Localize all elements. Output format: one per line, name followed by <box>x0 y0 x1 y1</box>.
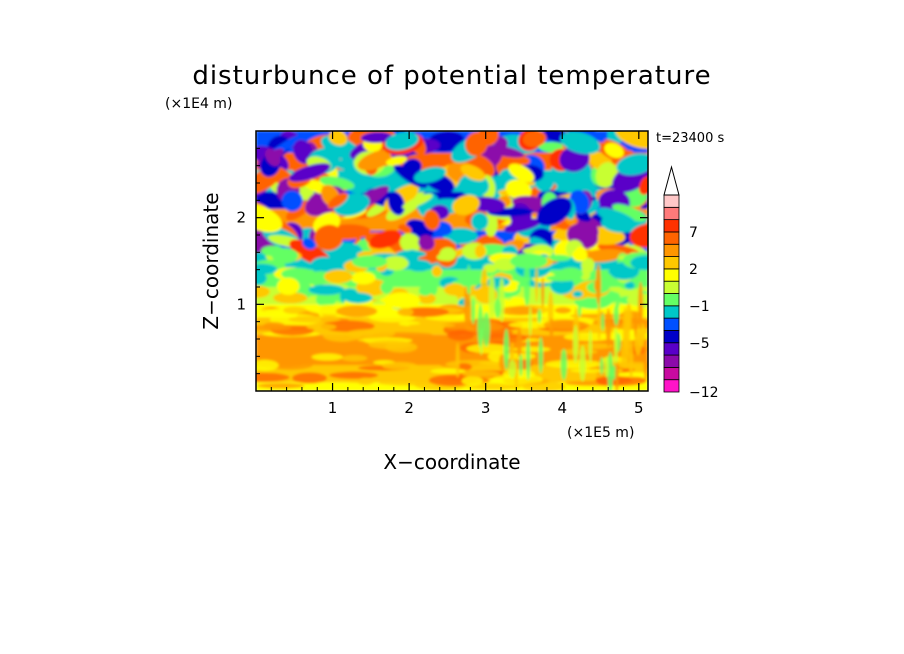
chart-title: disturbunce of potential temperature <box>192 61 711 91</box>
contour-field <box>256 131 648 391</box>
x-tick-label: 5 <box>634 399 644 417</box>
colorbar-cell <box>663 243 680 257</box>
colorbar-cell <box>663 305 680 319</box>
colorbar-label: 7 <box>689 225 698 241</box>
colorbar-label: −5 <box>689 336 710 352</box>
colorbar-label: −1 <box>689 299 710 315</box>
colorbar-cell <box>663 379 680 393</box>
x-axis: 1 2 3 4 5 <box>270 131 644 417</box>
x-tick-label: 1 <box>328 399 338 417</box>
colorbar-cell <box>663 293 680 307</box>
colorbar-label: −12 <box>689 385 719 401</box>
colorbar: −12−5−127 <box>663 165 719 401</box>
y-axis: 12 <box>236 147 648 375</box>
plot-frame <box>255 130 649 392</box>
x-axis-title: X−coordinate <box>383 450 520 474</box>
x-tick-label: 4 <box>557 399 567 417</box>
y-tick-label: 1 <box>236 295 246 313</box>
colorbar-cell <box>663 256 680 270</box>
colorbar-cell <box>663 231 680 245</box>
colorbar-cell <box>663 317 680 331</box>
x-axis-unit: (×1E5 m) <box>567 425 634 441</box>
colorbar-extend-arrow <box>663 165 680 196</box>
x-tick-label: 2 <box>404 399 414 417</box>
colorbar-cell <box>663 280 680 294</box>
colorbar-cell <box>663 366 680 381</box>
colorbar-label: 2 <box>689 262 698 278</box>
colorbar-cell <box>663 354 680 368</box>
colorbar-cell <box>663 206 680 221</box>
y-axis-unit: (×1E4 m) <box>165 96 232 112</box>
colorbar-cell <box>663 194 680 208</box>
colorbar-cell <box>663 219 680 233</box>
time-label: t=23400 s <box>656 131 724 146</box>
colorbar-cell <box>663 268 680 282</box>
colorbar-cell <box>663 330 680 344</box>
colorbar-cell <box>663 342 680 356</box>
y-tick-label: 2 <box>236 209 246 227</box>
y-axis-title: Z−coordinate <box>199 192 223 329</box>
x-tick-label: 3 <box>481 399 491 417</box>
